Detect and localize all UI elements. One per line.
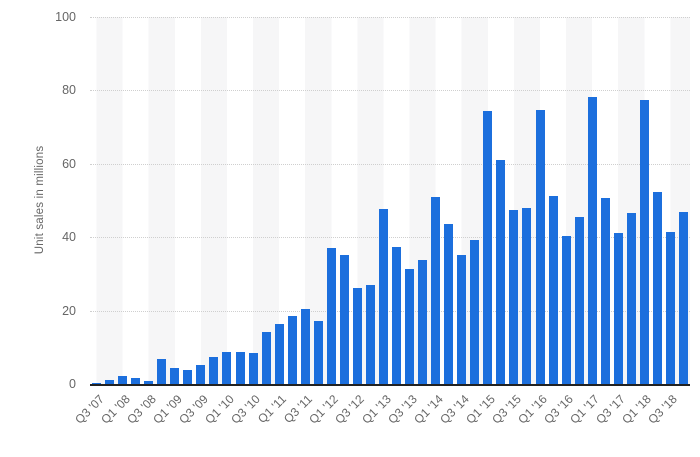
bar-q4-12[interactable]: [365, 285, 375, 384]
bar-q4-08[interactable]: [157, 358, 167, 384]
bar-q1-15[interactable]: [483, 110, 493, 384]
bar-q4-18[interactable]: [678, 211, 688, 384]
x-tick-label-q1-15: Q1 '15: [463, 392, 498, 427]
bar-q2-14[interactable]: [444, 223, 454, 384]
bar-q1-11[interactable]: [274, 324, 284, 384]
y-tick-label-0: 0: [69, 377, 76, 391]
x-tick-label-q3-14: Q3 '14: [437, 392, 472, 427]
bar-q2-16[interactable]: [548, 196, 558, 384]
gridline-100: [90, 17, 690, 18]
x-tick-label-q1-13: Q1 '13: [358, 392, 394, 427]
x-tick-label-q3-15: Q3 '15: [489, 392, 524, 427]
bar-q3-17[interactable]: [613, 233, 623, 384]
x-tick-label-q3-16: Q3 '16: [541, 392, 576, 427]
bar-q2-10[interactable]: [235, 351, 245, 384]
bar-q3-15[interactable]: [509, 209, 519, 384]
bar-q2-17[interactable]: [600, 197, 610, 384]
bar-q4-17[interactable]: [626, 212, 636, 384]
bar-q2-11[interactable]: [287, 315, 297, 384]
x-tick-label-q1-09: Q1 '09: [150, 392, 185, 427]
bar-q4-11[interactable]: [313, 321, 323, 384]
y-tick-label-60: 60: [62, 156, 76, 171]
gridline-60: [90, 163, 690, 165]
bar-q1-08[interactable]: [118, 375, 128, 384]
gridline-20: [90, 310, 690, 312]
x-tick-label-q1-16: Q1 '16: [515, 392, 550, 427]
bar-q2-13[interactable]: [392, 246, 402, 384]
bar-q3-14[interactable]: [457, 254, 467, 384]
bar-q3-07[interactable]: [92, 383, 102, 384]
gridline-80: [90, 90, 690, 92]
bar-q1-18[interactable]: [639, 100, 649, 384]
bar-q4-14[interactable]: [470, 239, 480, 384]
bar-q3-18[interactable]: [665, 232, 675, 384]
bar-q2-15[interactable]: [496, 159, 506, 384]
bar-q3-09[interactable]: [196, 364, 206, 384]
x-tick-label-q3-07: Q3 '07: [71, 392, 107, 427]
bar-q3-13[interactable]: [405, 269, 415, 384]
bar-q2-12[interactable]: [339, 255, 349, 384]
x-tick-label-q3-18: Q3 '18: [645, 392, 681, 427]
y-tick-label-100: 100: [55, 10, 76, 24]
x-tick-label-q3-10: Q3 '10: [228, 392, 263, 427]
bar-q2-18[interactable]: [652, 192, 662, 384]
bar-q3-08[interactable]: [144, 381, 154, 384]
bar-q1-09[interactable]: [170, 368, 180, 384]
x-tick-label-q3-09: Q3 '09: [176, 392, 211, 427]
bar-q3-10[interactable]: [248, 353, 258, 384]
plot-area: [90, 17, 690, 386]
bar-q2-08[interactable]: [131, 377, 141, 384]
x-tick-label-q1-17: Q1 '17: [567, 392, 603, 427]
x-tick-label-q1-10: Q1 '10: [202, 392, 237, 427]
bar-q4-13[interactable]: [418, 259, 428, 384]
bar-q1-17[interactable]: [587, 96, 597, 384]
y-tick-label-20: 20: [62, 303, 76, 318]
x-tick-label-q1-11: Q1 '11: [255, 392, 290, 427]
x-axis-line: [90, 384, 690, 386]
bar-q4-10[interactable]: [261, 332, 271, 384]
gridline-40: [90, 237, 690, 239]
bar-q2-09[interactable]: [183, 370, 193, 384]
bar-q1-16[interactable]: [535, 109, 545, 384]
bar-q1-14[interactable]: [431, 196, 441, 384]
bar-q1-13[interactable]: [378, 208, 388, 384]
bar-q3-16[interactable]: [561, 235, 571, 384]
bar-q4-09[interactable]: [209, 356, 219, 384]
bar-q1-10[interactable]: [222, 351, 232, 384]
bar-q1-12[interactable]: [326, 248, 336, 384]
bar-q4-15[interactable]: [522, 207, 532, 384]
bar-q3-12[interactable]: [352, 288, 362, 384]
y-tick-label-40: 40: [62, 230, 76, 245]
x-tick-label-q3-12: Q3 '12: [332, 392, 368, 427]
bar-q3-11[interactable]: [300, 309, 310, 384]
bar-q4-16[interactable]: [574, 216, 584, 384]
bar-q4-07[interactable]: [105, 379, 115, 384]
y-tick-label-80: 80: [62, 83, 76, 98]
